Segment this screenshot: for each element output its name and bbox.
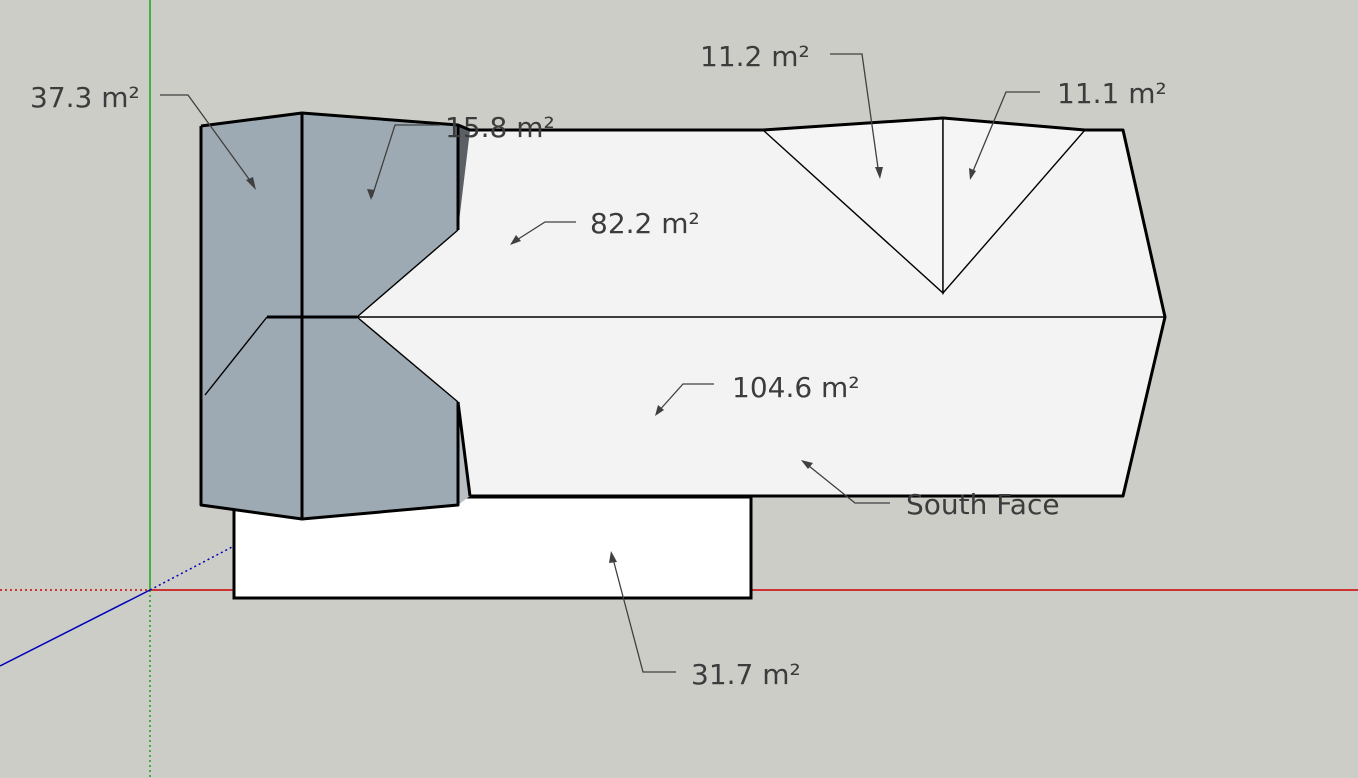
leader-left-gable	[830, 53, 883, 179]
hip-lower-face[interactable]	[302, 317, 458, 519]
label-left-gable-area[interactable]: 11.2 m²	[700, 40, 810, 73]
label-north-roof-area[interactable]: 82.2 m²	[590, 207, 700, 240]
roof-outline-top	[200, 111, 1167, 498]
label-left-hip-area[interactable]: 37.3 m²	[30, 81, 140, 114]
leader-small-hip	[367, 124, 440, 200]
label-right-gable-area[interactable]: 11.1 m²	[1057, 77, 1167, 110]
south-roof-face[interactable]	[357, 317, 1165, 496]
label-south-face[interactable]: South Face	[906, 488, 1060, 521]
hip-valley-upper	[356, 229, 459, 318]
left-hip-upper[interactable]	[201, 113, 302, 395]
lower-hip-edge	[456, 401, 472, 497]
hip-valley-lower	[356, 316, 459, 403]
leader-wall	[609, 551, 676, 673]
left-hip-lower[interactable]	[201, 317, 302, 519]
blue-axis-positive	[149, 545, 235, 591]
small-hip-dark-face[interactable]	[458, 125, 470, 230]
left-hip-diagonal	[204, 316, 268, 396]
label-small-hip-area[interactable]: 15.8 m²	[445, 111, 555, 144]
leader-south-roof	[655, 383, 714, 416]
label-wall-area[interactable]: 31.7 m²	[691, 658, 801, 691]
leader-right-gable	[969, 91, 1040, 180]
leader-left-hip	[160, 94, 256, 190]
leader-north-roof	[510, 221, 576, 245]
blue-axis	[0, 589, 151, 667]
label-south-roof-area[interactable]: 104.6 m²	[732, 371, 860, 404]
leader-south-face	[801, 460, 890, 504]
hip-upper-face[interactable]	[302, 113, 458, 317]
